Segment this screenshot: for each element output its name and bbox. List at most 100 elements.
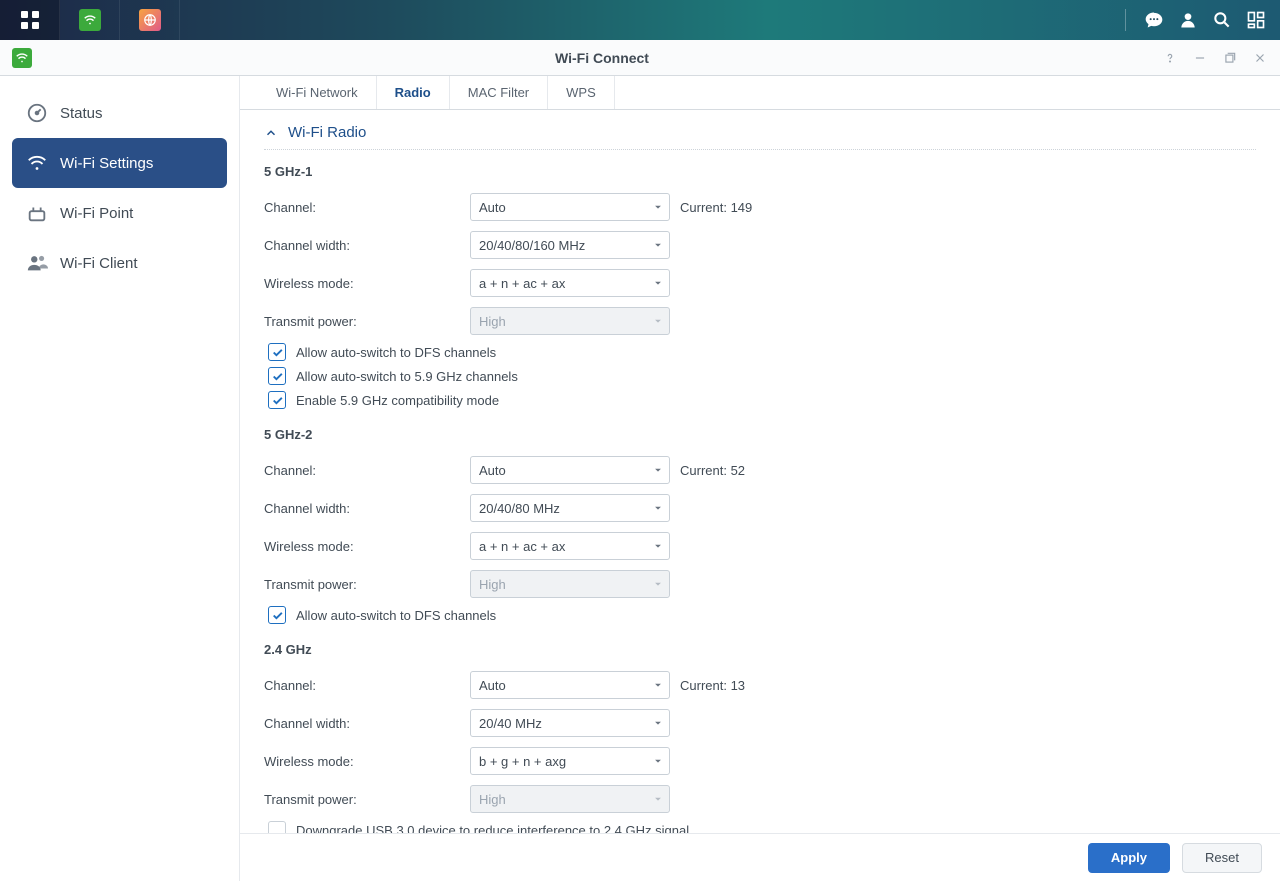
checkbox[interactable] — [268, 391, 286, 409]
chevron-down-icon — [653, 756, 663, 766]
select-value: Auto — [479, 463, 506, 478]
select-value: 20/40/80/160 MHz — [479, 238, 585, 253]
chevron-down-icon — [653, 541, 663, 551]
chat-icon — [1144, 10, 1164, 30]
sidebar-item-status[interactable]: Status — [12, 88, 227, 138]
chevron-down-icon — [653, 240, 663, 250]
window-maximize[interactable] — [1222, 50, 1238, 66]
chat-button[interactable] — [1138, 4, 1170, 36]
taskbar-app-menu[interactable] — [0, 0, 60, 40]
form-label: Transmit power: — [264, 577, 470, 592]
clients-icon — [26, 252, 48, 274]
user-icon — [1178, 10, 1198, 30]
form-row-power: Transmit power: High — [264, 305, 1256, 337]
apply-button[interactable]: Apply — [1088, 843, 1170, 873]
taskbar-separator — [1125, 9, 1126, 31]
checkbox[interactable] — [268, 367, 286, 385]
channel-select[interactable]: Auto — [470, 671, 670, 699]
band-title: 5 GHz-2 — [264, 427, 1256, 442]
wifi-icon — [26, 152, 48, 174]
taskbar-other-app[interactable] — [120, 0, 180, 40]
checkbox[interactable] — [268, 606, 286, 624]
button-label: Reset — [1205, 850, 1239, 865]
tab-label: Wi-Fi Network — [276, 85, 358, 100]
user-button[interactable] — [1172, 4, 1204, 36]
form-row-channel: Channel:AutoCurrent: 52 — [264, 454, 1256, 486]
select-value: High — [479, 314, 506, 329]
tabs: Wi-Fi Network Radio MAC Filter WPS — [240, 76, 1280, 110]
current-channel: Current: 149 — [680, 200, 752, 215]
select-value: 20/40 MHz — [479, 716, 542, 731]
form-row-mode: Wireless mode:a + n + ac + ax — [264, 530, 1256, 562]
form-label: Channel: — [264, 200, 470, 215]
form-row-mode: Wireless mode: b + g + n + axg — [264, 745, 1256, 777]
form-row-mode: Wireless mode:a + n + ac + ax — [264, 267, 1256, 299]
band-title: 2.4 GHz — [264, 642, 1256, 657]
sidebar-item-wifi-point[interactable]: Wi-Fi Point — [12, 188, 227, 238]
select-value: Auto — [479, 678, 506, 693]
window-close[interactable] — [1252, 50, 1268, 66]
form-label: Transmit power: — [264, 314, 470, 329]
tab-wps[interactable]: WPS — [548, 76, 615, 109]
taskbar-left — [0, 0, 180, 40]
width-select[interactable]: 20/40 MHz — [470, 709, 670, 737]
search-button[interactable] — [1206, 4, 1238, 36]
mode-select[interactable]: b + g + n + axg — [470, 747, 670, 775]
tab-radio[interactable]: Radio — [377, 76, 450, 109]
chevron-down-icon — [653, 316, 663, 326]
apps-icon — [21, 11, 39, 29]
checkbox-row: Allow auto-switch to DFS channels — [268, 606, 1256, 624]
width-select[interactable]: 20/40/80/160 MHz — [470, 231, 670, 259]
form-row-power: Transmit power:High — [264, 783, 1256, 815]
sidebar-item-wifi-client[interactable]: Wi-Fi Client — [12, 238, 227, 288]
sidebar-item-label: Wi-Fi Settings — [60, 155, 153, 172]
checkbox-row: Allow auto-switch to 5.9 GHz channels — [268, 367, 1256, 385]
widgets-icon — [1246, 10, 1266, 30]
tab-mac-filter[interactable]: MAC Filter — [450, 76, 548, 109]
taskbar-wifi-app[interactable] — [60, 0, 120, 40]
content[interactable]: Wi-Fi Radio 5 GHz-1Channel:AutoCurrent: … — [240, 110, 1280, 833]
checkbox-label: Downgrade USB 3.0 device to reduce inter… — [296, 823, 689, 834]
checkbox-row: Allow auto-switch to DFS channels — [268, 343, 1256, 361]
sidebar-item-label: Status — [60, 105, 103, 122]
checkbox[interactable] — [268, 343, 286, 361]
checkbox-row: Enable 5.9 GHz compatibility mode — [268, 391, 1256, 409]
widgets-button[interactable] — [1240, 4, 1272, 36]
form-label: Wireless mode: — [264, 754, 470, 769]
checkbox[interactable] — [268, 821, 286, 833]
chevron-down-icon — [653, 202, 663, 212]
window-app-icon — [12, 48, 32, 68]
footer: Apply Reset — [240, 833, 1280, 881]
form-label: Wireless mode: — [264, 539, 470, 554]
form-row-power: Transmit power:High — [264, 568, 1256, 600]
channel-select[interactable]: Auto — [470, 193, 670, 221]
chevron-down-icon — [653, 465, 663, 475]
taskbar-right — [1115, 0, 1280, 40]
power-select: High — [470, 570, 670, 598]
width-select[interactable]: 20/40/80 MHz — [470, 494, 670, 522]
band-title: 5 GHz-1 — [264, 164, 1256, 179]
window-titlebar: Wi-Fi Connect — [0, 40, 1280, 76]
wifi-icon — [83, 13, 97, 27]
sidebar-item-wifi-settings[interactable]: Wi-Fi Settings — [12, 138, 227, 188]
select-value: b + g + n + axg — [479, 754, 566, 769]
wifi-icon — [15, 51, 29, 65]
tab-label: Radio — [395, 85, 431, 100]
chevron-down-icon — [653, 718, 663, 728]
network-icon — [143, 13, 157, 27]
checkbox-label: Enable 5.9 GHz compatibility mode — [296, 393, 499, 408]
window-help[interactable] — [1162, 50, 1178, 66]
mode-select[interactable]: a + n + ac + ax — [470, 269, 670, 297]
tab-label: WPS — [566, 85, 596, 100]
reset-button[interactable]: Reset — [1182, 843, 1262, 873]
select-value: High — [479, 792, 506, 807]
channel-select[interactable]: Auto — [470, 456, 670, 484]
select-value: a + n + ac + ax — [479, 276, 565, 291]
band-section: 2.4 GHzChannel:AutoCurrent: 13Channel wi… — [264, 642, 1256, 833]
section-header[interactable]: Wi-Fi Radio — [264, 124, 1256, 150]
chevron-down-icon — [653, 278, 663, 288]
mode-select[interactable]: a + n + ac + ax — [470, 532, 670, 560]
form-label: Channel width: — [264, 501, 470, 516]
tab-wifi-network[interactable]: Wi-Fi Network — [258, 76, 377, 109]
window-minimize[interactable] — [1192, 50, 1208, 66]
